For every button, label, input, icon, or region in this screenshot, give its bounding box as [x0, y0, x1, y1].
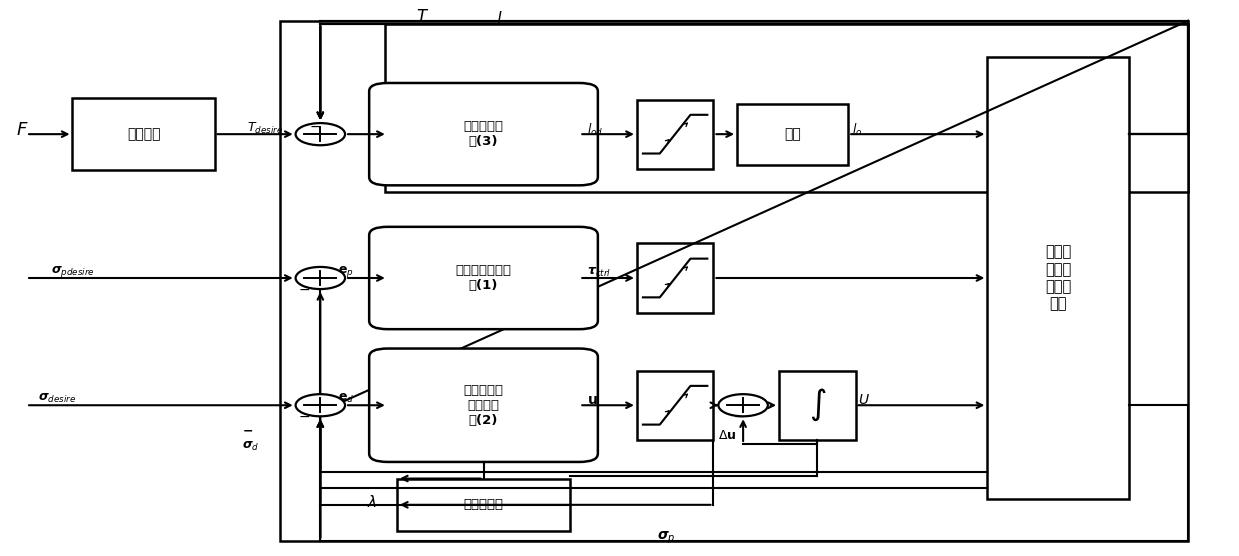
Text: $\int$: $\int$ [809, 387, 826, 424]
Bar [737, 104, 849, 165]
Bar [72, 98, 214, 170]
Text: $U$: $U$ [859, 393, 870, 406]
Bar [396, 479, 570, 531]
Text: 抗饱和模块: 抗饱和模块 [463, 498, 503, 512]
Bar [280, 21, 1188, 541]
Text: $\boldsymbol{\sigma}_p$: $\boldsymbol{\sigma}_p$ [657, 530, 675, 546]
Text: $\boldsymbol{\sigma}_{pdesire}$: $\boldsymbol{\sigma}_{pdesire}$ [51, 264, 94, 279]
FancyBboxPatch shape [369, 83, 598, 185]
Text: $\mathbf{e}_d$: $\mathbf{e}_d$ [338, 392, 354, 405]
Circle shape [719, 394, 768, 416]
Bar [779, 371, 856, 440]
Text: $\mathbf{e}_p$: $\mathbf{e}_p$ [338, 264, 353, 279]
Text: $\lambda$: $\lambda$ [367, 494, 378, 510]
Bar [637, 244, 714, 312]
FancyBboxPatch shape [369, 349, 598, 462]
Text: $T$: $T$ [415, 8, 429, 26]
Text: 平台姿态控制器
式(1): 平台姿态控制器 式(1) [456, 264, 512, 292]
Text: $-$: $-$ [733, 409, 746, 423]
Text: $F$: $F$ [16, 121, 28, 139]
Text: $-$: $-$ [299, 409, 310, 423]
Text: 连杆摆角速
率控制器
式(2): 连杆摆角速 率控制器 式(2) [463, 384, 503, 427]
Circle shape [296, 123, 344, 145]
Text: $\mathbf{u}$: $\mathbf{u}$ [587, 393, 598, 406]
Text: $l_o$: $l_o$ [852, 122, 862, 138]
Circle shape [296, 394, 344, 416]
Text: $\boldsymbol{\sigma}_{desire}$: $\boldsymbol{\sigma}_{desire}$ [38, 392, 77, 405]
Text: $l$: $l$ [496, 11, 502, 29]
Text: $l_{od}$: $l_{od}$ [587, 122, 603, 138]
Bar [987, 57, 1130, 499]
FancyBboxPatch shape [369, 227, 598, 329]
Text: $\boldsymbol{\tau}_{ctrl}$: $\boldsymbol{\tau}_{ctrl}$ [587, 266, 612, 279]
Bar [637, 100, 714, 168]
Text: $T_{desire}$: $T_{desire}$ [248, 121, 284, 136]
Text: $\Delta\mathbf{u}$: $\Delta\mathbf{u}$ [719, 429, 737, 442]
Text: $-$: $-$ [299, 282, 310, 296]
Text: 系统拖
曳变轨
动力学
模型: 系统拖 曳变轨 动力学 模型 [1046, 245, 1072, 311]
Text: 电机: 电机 [784, 127, 800, 141]
Text: $-$: $-$ [310, 119, 321, 133]
Text: $\boldsymbol{-}$
$\boldsymbol{\sigma}_d$: $\boldsymbol{-}$ $\boldsymbol{\sigma}_d$ [243, 424, 260, 453]
Text: 张力计算: 张力计算 [126, 127, 160, 141]
Text: 阻抗控制器
式(3): 阻抗控制器 式(3) [463, 120, 503, 148]
Bar [637, 371, 714, 440]
Circle shape [296, 267, 344, 289]
Bar [384, 23, 1188, 192]
